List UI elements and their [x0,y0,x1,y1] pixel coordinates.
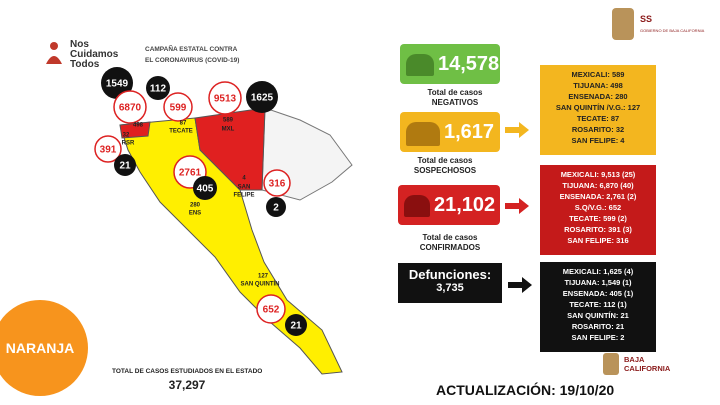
map-label: 316 [269,179,286,190]
people-icon [406,54,434,76]
agency-sub: GOBIERNO DE BAJA CALIFORNIA [640,28,705,33]
negatives-value: 14,578 [438,53,500,75]
deaths-value: 3,735 [436,282,464,294]
breakdown-line: MEXICALI: 9,513 (25) [560,170,636,179]
map-label: 2 [273,203,279,214]
logo-line: Todos [70,59,100,70]
tijuana-region [119,121,151,139]
arrow [505,198,529,214]
suspects-caption: Total de casos SOSPECHOSOS [395,156,495,176]
caption-line: CONFIRMADOS [419,243,481,252]
caption-line: Total de casos [417,156,473,165]
map-label: 652 [263,305,280,316]
caption-line: Total de casos [422,233,478,242]
map-label: FELIPE [233,193,254,199]
suspects-box: 1,617 [400,112,500,152]
confirmed-box: 21,102 [398,185,500,225]
breakdown-line: SAN QUINTÍN /V.G.: 127 [555,103,641,112]
map-label: 498 [133,123,144,129]
total-studied-value: 37,297 [168,378,206,392]
total-studied-label: TOTAL DE CASOS ESTUDIADOS EN EL ESTADO [112,368,263,375]
confirmed-caption: Total de casos CONFIRMADOS [395,233,505,253]
arrow [505,122,529,138]
breakdown-line: MEXICALI: 589 [571,70,625,79]
negatives-caption: Total de casos NEGATIVOS [405,88,505,108]
breakdown-confirmed: MEXICALI: 9,513 (25) TIJUANA: 6,870 (40) E… [540,165,656,255]
caption-line: Total de casos [427,88,483,97]
map-label: 6870 [119,103,142,114]
breakdown-line: TIJUANA: 498 [573,81,623,90]
breakdown-line: ROSARITO: 32 [571,125,625,134]
breakdown-line: ROSARITO: 391 (3) [564,225,632,234]
brand-shield [603,353,619,375]
breakdown-deaths: MEXICALI: 1,625 (4) TIJUANA: 1,549 (1) ENS… [540,262,656,352]
map-label: 280 [190,203,201,209]
brand-line: BAJA [624,355,645,364]
breakdown-line: MEXICALI: 1,625 (4) [562,267,634,276]
breakdown-line: TIJUANA: 1,549 (1) [564,278,632,287]
campaign-line: CAMPAÑA ESTATAL CONTRA [145,46,238,53]
negatives-box: 14,578 [400,44,500,84]
suspects-value: 1,617 [444,121,495,143]
brand-line: CALIFORNIA [624,364,671,373]
breakdown-line: SAN FELIPE: 2 [571,333,625,342]
map: 1549 112 6870 599 9513 1625 498 87 TECAT… [94,67,353,375]
confirmed-value: 21,102 [434,194,496,216]
map-label: ENS [189,211,201,217]
map-label: 4 [242,176,246,182]
breakdown-line: S.Q/V.G.: 652 [574,203,622,212]
logo-line: Cuidamos [70,49,119,60]
arrow [508,277,532,293]
map-label: MXL [222,127,235,133]
map-label: 1625 [251,93,274,104]
map-label: 391 [100,145,117,156]
map-label: 21 [119,161,131,172]
update: ACTUALIZACIÓN: 19/10/20 [436,382,615,398]
breakdown-line: ENSENADA: 280 [568,92,628,101]
deaths-box: Defunciones: 3,735 [398,263,502,303]
breakdown-line: ENSENADA: 405 (1) [562,289,634,298]
breakdown-line: SAN FELIPE: 4 [571,136,625,145]
map-label: SAN [238,185,251,191]
breakdown-line: ENSENADA: 2,761 (2) [559,192,637,201]
campaign-line: EL CORONAVIRUS (COVID-19) [145,57,240,64]
deaths-label: Defunciones: [408,267,492,282]
map-label: 405 [197,184,214,195]
breakdown-line: ROSARITO: 21 [571,322,625,331]
agency: SS [640,14,653,24]
map-label: 599 [170,103,187,114]
semaphore: NARANJA [0,300,88,396]
map-label: RSR [122,141,135,147]
map-label: 2761 [179,168,202,179]
breakdown-line: TECATE: 87 [576,114,620,123]
map-label: 127 [258,274,269,280]
map-label: 21 [290,321,302,332]
logo-icon [46,42,62,64]
map-label: 87 [180,121,187,127]
breakdown-suspects: MEXICALI: 589 TIJUANA: 498 ENSENADA: 280 SA… [540,65,656,155]
breakdown-line: TECATE: 112 (1) [569,300,627,309]
map-label: 589 [223,118,234,124]
logo-line: Nos [70,39,89,50]
agency-shield [612,8,634,40]
map-label: 112 [150,84,167,95]
breakdown-line: TIJUANA: 6,870 (40) [562,181,634,190]
people-icon [406,122,440,146]
map-label: 32 [123,133,130,139]
people-icon [404,195,430,217]
map-label: 9513 [214,94,237,105]
logo-text: Nos Cuidamos Todos [70,40,118,70]
brand: BAJA CALIFORNIA [624,355,670,373]
map-label: TECATE [169,129,193,135]
caption-line: SOSPECHOSOS [413,166,477,175]
breakdown-line: TECATE: 599 (2) [569,214,627,223]
map-label: SAN QUINTÍN [241,280,280,288]
map-labels: 1549 112 6870 599 9513 1625 498 87 TECAT… [94,67,307,336]
map-label: 1549 [106,79,129,90]
breakdown-line: SAN FELIPE: 316 [567,236,629,245]
caption-line: NEGATIVOS [431,98,479,107]
breakdown-line: SAN QUINTÍN: 21 [567,311,629,320]
campaign: CAMPAÑA ESTATAL CONTRA EL CORONAVIRUS (C… [145,44,239,66]
